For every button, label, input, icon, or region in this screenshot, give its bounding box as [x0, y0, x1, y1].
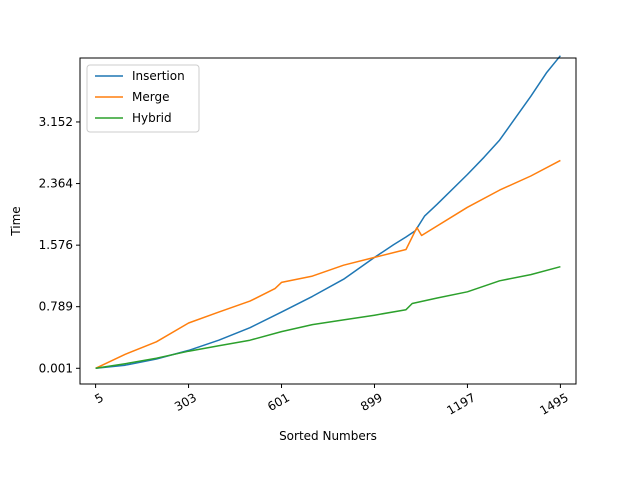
series-line-merge — [95, 159, 561, 369]
y-tick-label: 3.152 — [39, 115, 73, 129]
x-axis-label: Sorted Numbers — [279, 429, 377, 443]
series-line-insertion — [95, 55, 561, 370]
y-tick-label: 1.576 — [39, 238, 73, 252]
y-tick-label: 0.789 — [39, 300, 73, 314]
plot-frame — [79, 57, 577, 385]
legend-label-hybrid: Hybrid — [132, 111, 172, 125]
legend: Insertion Merge Hybrid — [86, 64, 200, 133]
legend-label-insertion: Insertion — [132, 69, 185, 83]
legend-label-merge: Merge — [132, 90, 169, 104]
series-lines — [95, 55, 561, 370]
y-tick-label: 2.364 — [39, 177, 73, 191]
y-tick-label: 0.001 — [39, 361, 73, 375]
legend-box — [86, 64, 200, 133]
series-line-hybrid — [95, 265, 561, 370]
y-axis-label: Time — [9, 206, 23, 236]
y-axis-ticks: 0.001 0.789 1.576 2.364 3.152 — [39, 115, 80, 375]
